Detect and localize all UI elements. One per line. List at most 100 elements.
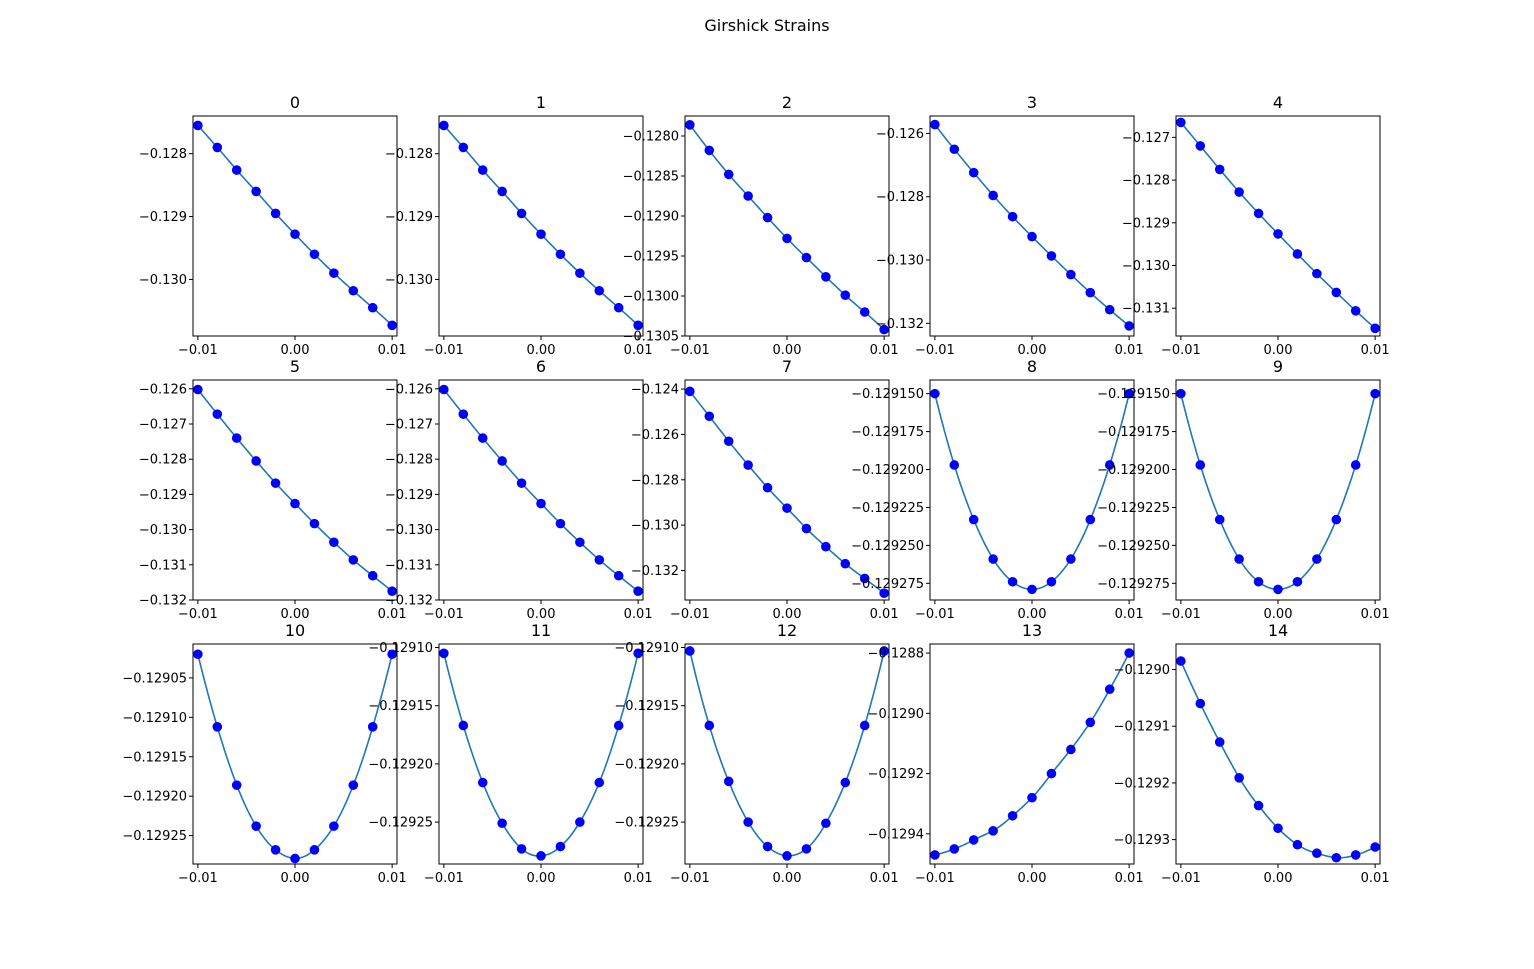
y-tick-label: −0.126 bbox=[385, 382, 433, 397]
y-tick-label: −0.128 bbox=[139, 147, 187, 162]
x-tick-label: 0.00 bbox=[281, 343, 310, 358]
data-point bbox=[1312, 268, 1322, 279]
data-point bbox=[840, 558, 851, 569]
x-tick-label: 0.00 bbox=[1018, 607, 1047, 622]
data-point bbox=[1007, 576, 1018, 587]
data-point bbox=[743, 191, 753, 201]
x-tick-label: 0.00 bbox=[773, 607, 802, 622]
data-point bbox=[1331, 852, 1342, 863]
data-point bbox=[1124, 388, 1134, 399]
data-point bbox=[723, 169, 734, 180]
data-point bbox=[704, 720, 715, 731]
data-point bbox=[1214, 514, 1225, 525]
x-tick-label: 0.01 bbox=[378, 871, 407, 886]
y-tick-label: −0.130 bbox=[385, 273, 433, 288]
data-point bbox=[348, 285, 359, 296]
data-point bbox=[988, 826, 998, 836]
y-tick-label: −0.1290 bbox=[623, 210, 679, 225]
y-tick-label: −0.124 bbox=[631, 383, 679, 398]
y-tick-label: −0.129200 bbox=[1097, 463, 1170, 478]
y-tick-label: −0.1291 bbox=[1114, 720, 1170, 735]
subplot-title: 11 bbox=[531, 621, 551, 640]
data-point bbox=[1046, 768, 1057, 779]
y-tick-label: −0.1290 bbox=[868, 707, 924, 722]
y-tick-label: −0.130 bbox=[631, 519, 679, 534]
y-tick-label: −0.1290 bbox=[1114, 663, 1170, 678]
data-point bbox=[840, 777, 851, 788]
y-tick-label: −0.132 bbox=[139, 594, 187, 609]
data-point bbox=[743, 460, 753, 470]
data-point bbox=[477, 165, 488, 175]
data-point bbox=[290, 498, 300, 509]
data-point bbox=[309, 845, 320, 855]
y-tick-label: −0.130 bbox=[876, 254, 924, 269]
data-point bbox=[633, 648, 643, 659]
data-point bbox=[193, 120, 203, 131]
y-tick-label: −0.128 bbox=[631, 473, 679, 488]
data-point bbox=[1027, 231, 1037, 242]
x-tick-label: 0.01 bbox=[378, 607, 407, 622]
data-point bbox=[497, 456, 507, 466]
data-point bbox=[723, 776, 734, 787]
subplot-10: 10 −0.01 0.00 0.01 −0.12905 −0.12910 −0.12915 −… bbox=[122, 621, 406, 886]
y-tick-label: −0.1280 bbox=[623, 130, 679, 145]
x-tick-label: 0.00 bbox=[281, 607, 310, 622]
y-tick-label: −0.128 bbox=[385, 147, 433, 162]
subplot-9: 9 −0.01 0.00 0.01 −0.129150 −0.129175 −0.12920… bbox=[1097, 357, 1390, 622]
subplot-3: 3 −0.01 0.00 0.01 −0.126 −0.128 −0.130 −0.132 bbox=[876, 93, 1144, 358]
subplot-6: 6 −0.01 0.00 0.01 −0.126 −0.127 −0.128 −0.129 −0… bbox=[385, 357, 653, 622]
data-point bbox=[309, 249, 320, 260]
data-point bbox=[1214, 164, 1225, 175]
data-point bbox=[309, 518, 320, 529]
data-point bbox=[270, 845, 281, 855]
x-tick-label: −0.01 bbox=[670, 871, 710, 886]
x-tick-label: −0.01 bbox=[1161, 343, 1201, 358]
data-point bbox=[1292, 576, 1303, 587]
data-point bbox=[1176, 388, 1186, 399]
x-tick-label: −0.01 bbox=[178, 871, 218, 886]
data-point bbox=[782, 233, 792, 244]
subplot-title: 1 bbox=[536, 93, 546, 112]
data-point bbox=[1273, 584, 1283, 595]
y-tick-label: −0.12920 bbox=[614, 757, 679, 772]
x-tick-label: −0.01 bbox=[424, 607, 464, 622]
x-tick-label: −0.01 bbox=[670, 343, 710, 358]
subplot-title: 6 bbox=[536, 357, 546, 376]
x-tick-label: 0.01 bbox=[870, 343, 899, 358]
x-tick-label: 0.01 bbox=[1361, 343, 1390, 358]
x-tick-label: 0.01 bbox=[870, 871, 899, 886]
data-point bbox=[1331, 287, 1342, 298]
x-tick-label: 0.01 bbox=[624, 607, 653, 622]
data-point bbox=[930, 850, 940, 860]
y-tick-label: −0.12910 bbox=[614, 641, 679, 656]
data-point bbox=[821, 272, 831, 282]
x-tick-label: 0.01 bbox=[1115, 607, 1144, 622]
x-tick-label: 0.01 bbox=[378, 343, 407, 358]
data-point bbox=[575, 537, 585, 548]
data-point bbox=[497, 186, 507, 197]
data-point bbox=[801, 252, 812, 263]
data-point bbox=[555, 249, 566, 260]
data-point bbox=[1312, 848, 1322, 859]
data-point bbox=[439, 648, 449, 659]
data-point bbox=[1176, 117, 1186, 128]
x-tick-label: −0.01 bbox=[178, 607, 218, 622]
data-point bbox=[439, 384, 449, 395]
data-point bbox=[231, 165, 242, 175]
data-point bbox=[575, 268, 585, 278]
x-tick-label: −0.01 bbox=[424, 871, 464, 886]
subplot-title: 10 bbox=[285, 621, 305, 640]
data-point bbox=[1370, 323, 1380, 334]
subplot-2: 2 −0.01 0.00 0.01 −0.1280 −0.1285 −0.1290 −0.12… bbox=[623, 93, 899, 358]
y-tick-label: −0.128 bbox=[139, 453, 187, 468]
data-point bbox=[329, 821, 339, 831]
data-point bbox=[477, 433, 488, 443]
data-point bbox=[1195, 141, 1206, 151]
data-point bbox=[212, 722, 223, 732]
y-tick-label: −0.12905 bbox=[122, 671, 187, 686]
data-point bbox=[1292, 839, 1303, 850]
data-point bbox=[1066, 554, 1076, 564]
y-tick-label: −0.129275 bbox=[1097, 577, 1170, 592]
data-point bbox=[1195, 698, 1206, 709]
data-point bbox=[930, 119, 940, 130]
